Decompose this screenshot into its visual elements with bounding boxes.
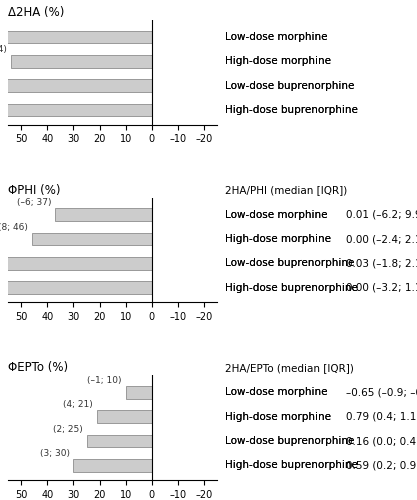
Text: Low-dose morphine: Low-dose morphine <box>225 32 328 42</box>
Text: High-dose buprenorphine: High-dose buprenorphine <box>225 105 358 115</box>
Text: ΦEPTo (%): ΦEPTo (%) <box>8 362 68 374</box>
Text: Low-dose buprenorphine: Low-dose buprenorphine <box>225 258 354 268</box>
Text: –0.65 (–0.9; –0.3): –0.65 (–0.9; –0.3) <box>346 388 417 398</box>
Text: High-dose buprenorphine: High-dose buprenorphine <box>225 105 358 115</box>
Text: (2; 25): (2; 25) <box>53 425 83 434</box>
Bar <box>55 208 152 221</box>
Text: 0.03 (–1.8; 2.1): 0.03 (–1.8; 2.1) <box>346 258 417 268</box>
Text: 0.00 (–2.4; 2.1): 0.00 (–2.4; 2.1) <box>346 234 417 244</box>
Text: Low-dose buprenorphine: Low-dose buprenorphine <box>225 80 354 90</box>
Text: Low-dose buprenorphine: Low-dose buprenorphine <box>225 80 354 90</box>
Bar <box>11 55 152 68</box>
Text: Low-dose morphine: Low-dose morphine <box>225 210 328 220</box>
Bar <box>0 80 152 92</box>
Text: High-dose morphine: High-dose morphine <box>225 412 331 422</box>
Text: (4; 21): (4; 21) <box>63 400 93 409</box>
Text: High-dose morphine: High-dose morphine <box>225 412 331 422</box>
Text: High-dose buprenorphine: High-dose buprenorphine <box>225 282 358 292</box>
Text: 0.00 (–3.2; 1.1): 0.00 (–3.2; 1.1) <box>346 282 417 292</box>
Text: High-dose morphine: High-dose morphine <box>225 234 331 244</box>
Text: (3; 30): (3; 30) <box>40 449 70 458</box>
Text: Low-dose buprenorphine: Low-dose buprenorphine <box>225 436 354 446</box>
Bar <box>0 282 152 294</box>
Bar <box>0 30 152 44</box>
Text: High-dose morphine: High-dose morphine <box>225 56 331 66</box>
Bar <box>0 104 152 117</box>
Bar <box>97 410 152 423</box>
Text: 0.59 (0.2; 0.9): 0.59 (0.2; 0.9) <box>346 460 417 470</box>
Bar <box>126 386 152 399</box>
Bar <box>73 459 152 471</box>
Text: 2HA/EPTo (median [IQR]): 2HA/EPTo (median [IQR]) <box>225 363 354 373</box>
Text: Δ2HA (%): Δ2HA (%) <box>8 6 65 19</box>
Text: High-dose buprenorphine: High-dose buprenorphine <box>225 282 358 292</box>
Text: Low-dose morphine: Low-dose morphine <box>225 32 328 42</box>
Text: (–1; 10): (–1; 10) <box>87 376 122 385</box>
Text: Low-dose morphine: Low-dose morphine <box>225 210 328 220</box>
Text: 0.16 (0.0; 0.4): 0.16 (0.0; 0.4) <box>346 436 417 446</box>
Text: (–169; 54): (–169; 54) <box>0 45 7 54</box>
Text: High-dose buprenorphine: High-dose buprenorphine <box>225 460 358 470</box>
Text: Low-dose morphine: Low-dose morphine <box>225 388 328 398</box>
Text: Low-dose morphine: Low-dose morphine <box>225 388 328 398</box>
Bar <box>32 232 152 245</box>
Text: High-dose morphine: High-dose morphine <box>225 234 331 244</box>
Text: (–6; 37): (–6; 37) <box>17 198 51 207</box>
Text: High-dose morphine: High-dose morphine <box>225 56 331 66</box>
Text: Low-dose buprenorphine: Low-dose buprenorphine <box>225 436 354 446</box>
Text: (8; 46): (8; 46) <box>0 223 28 232</box>
Text: 2HA/PHI (median [IQR]): 2HA/PHI (median [IQR]) <box>225 185 347 195</box>
Text: High-dose buprenorphine: High-dose buprenorphine <box>225 460 358 470</box>
Text: ΦPHI (%): ΦPHI (%) <box>8 184 61 196</box>
Bar <box>87 435 152 448</box>
Bar <box>0 257 152 270</box>
Text: 0.79 (0.4; 1.1): 0.79 (0.4; 1.1) <box>346 412 417 422</box>
Text: 0.01 (–6.2; 9.9): 0.01 (–6.2; 9.9) <box>346 210 417 220</box>
Text: Low-dose buprenorphine: Low-dose buprenorphine <box>225 258 354 268</box>
